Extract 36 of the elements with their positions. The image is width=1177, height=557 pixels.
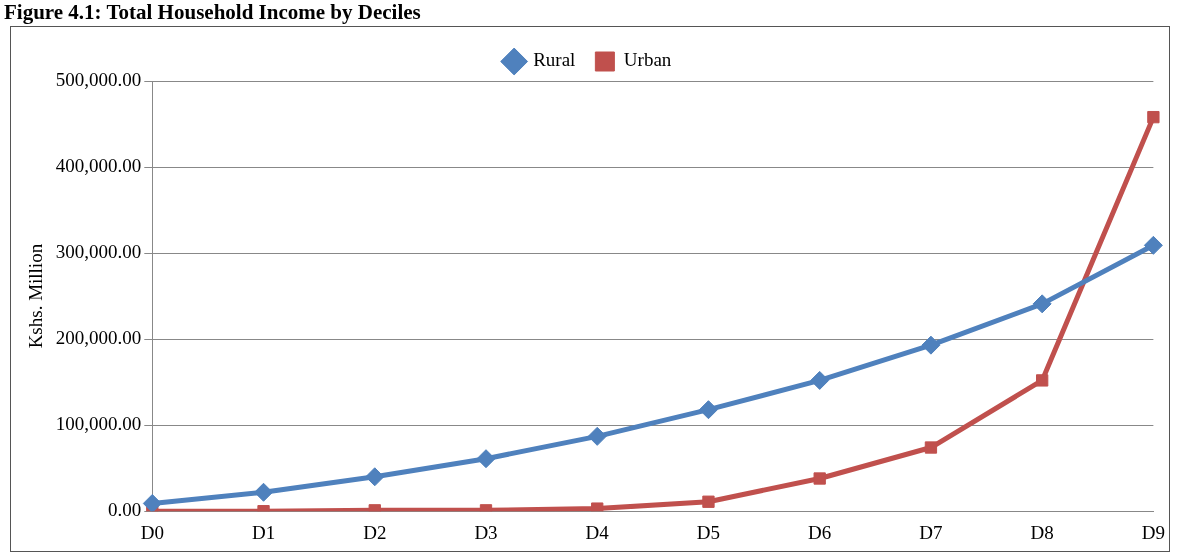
y-tick-label: 300,000.00 — [55, 241, 142, 263]
point — [810, 370, 830, 390]
legend-label: Rural — [533, 49, 576, 71]
x-tick-label: D4 — [585, 521, 610, 543]
point — [365, 467, 385, 487]
point — [702, 495, 715, 508]
x-tick-label: D5 — [696, 521, 721, 543]
x-tick-label: D7 — [919, 521, 943, 543]
y-tick-label: 400,000.00 — [55, 155, 142, 177]
point — [1143, 235, 1163, 255]
legend-label: Urban — [623, 49, 672, 71]
point — [142, 493, 162, 512]
x-tick-label: D6 — [808, 521, 832, 543]
x-tick-label: D3 — [474, 521, 498, 543]
point — [698, 400, 718, 420]
point — [813, 472, 826, 485]
y-tick-label: 500,000.00 — [55, 68, 142, 90]
point — [591, 502, 604, 512]
point — [476, 449, 496, 469]
point — [1032, 294, 1052, 314]
point — [587, 426, 607, 446]
x-tick-label: D2 — [363, 521, 387, 543]
point — [921, 335, 941, 355]
chart-title: Figure 4.1: Total Household Income by Deciles — [4, 0, 421, 25]
x-tick-label: D8 — [1030, 521, 1054, 543]
y-tick-label: 100,000.00 — [55, 413, 142, 435]
x-tick-label: D0 — [140, 521, 164, 543]
point — [924, 441, 938, 454]
y-tick-label: 200,000.00 — [55, 327, 142, 349]
y-axis-title: Kshs. Million — [25, 243, 47, 349]
x-tick-label: D9 — [1141, 521, 1166, 543]
x-tick-label: D1 — [251, 521, 276, 543]
y-tick-label: 0.00 — [108, 499, 142, 521]
point — [1147, 110, 1160, 124]
point — [1036, 374, 1049, 387]
point — [254, 482, 274, 502]
